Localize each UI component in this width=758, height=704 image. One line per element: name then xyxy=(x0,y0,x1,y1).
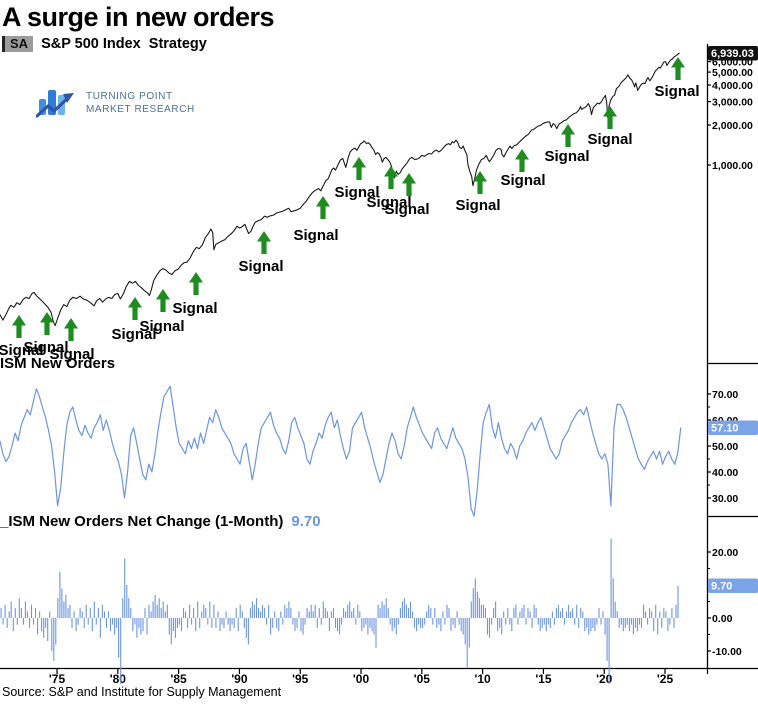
signal-label: Signal xyxy=(587,131,632,148)
y-tick-label: 3,000.00 xyxy=(712,96,753,108)
last-value-badge: 9.70 xyxy=(708,578,758,593)
x-tick-label: '75 xyxy=(49,672,66,686)
y-tick-label: -10.00 xyxy=(712,646,742,658)
signal-arrow-icon xyxy=(402,173,416,196)
y-tick-label: 5,000.00 xyxy=(712,67,753,79)
x-tick-label: '90 xyxy=(231,672,248,686)
x-tick-label: '05 xyxy=(414,672,431,686)
signal-label: Signal xyxy=(455,197,500,214)
signal-label: Signal xyxy=(500,172,545,189)
net-change-y-axis: 20.0010.000.00-10.00 xyxy=(707,547,742,658)
x-tick-label: '00 xyxy=(353,672,370,686)
y-tick-label: 1,000.00 xyxy=(712,160,753,172)
logo-line2: MARKET RESEARCH xyxy=(86,104,195,115)
x-tick-label: '85 xyxy=(171,672,188,686)
signal-arrows: SignalSignalSignalSignalSignalSignalSign… xyxy=(0,57,700,363)
last-value-badge: 57.10 xyxy=(708,420,758,435)
x-tick-label: '10 xyxy=(475,672,492,686)
signal-label: Signal xyxy=(23,339,68,356)
net-change-value: 9.70 xyxy=(291,513,321,530)
signal-label: Signal xyxy=(654,83,699,100)
y-tick-label: 40.00 xyxy=(712,467,738,479)
y-tick-label: 20.00 xyxy=(712,547,738,559)
source-note: Source: S&P and Institute for Supply Man… xyxy=(2,685,282,699)
signal-label: Signal xyxy=(49,346,94,363)
x-tick-label: '20 xyxy=(596,672,613,686)
sa-badge: SA xyxy=(2,36,34,52)
signal-label: Signal xyxy=(238,258,283,275)
last-value-text: 9.70 xyxy=(711,581,732,593)
signal-arrow-icon xyxy=(561,124,575,147)
signal-arrow-icon xyxy=(12,315,26,338)
x-tick-label: '15 xyxy=(535,672,552,686)
signal-label: Signal xyxy=(384,201,429,218)
signal-label: Signal xyxy=(293,227,338,244)
ism-line xyxy=(0,385,682,517)
y-tick-label: 30.00 xyxy=(712,493,738,505)
signal-label: Signal xyxy=(139,318,184,335)
chart-subtitle: S&P 500 Index Strategy xyxy=(41,36,207,52)
signal-label: Signal xyxy=(544,148,589,165)
signal-arrow-icon xyxy=(40,312,54,335)
signal-arrow-icon xyxy=(473,171,487,194)
net-change-panel-title: _ISM New Orders Net Change (1-Month) 9.70 xyxy=(0,513,321,530)
last-value-badge: 6,939.03 xyxy=(708,46,758,61)
signal-arrow-icon xyxy=(316,196,330,219)
x-tick-label: '25 xyxy=(657,672,674,686)
last-value-text: 6,939.03 xyxy=(711,48,754,60)
signal-arrow-icon xyxy=(515,149,529,172)
signal-label: Signal xyxy=(172,300,217,317)
logo-line1: TURNING POINT xyxy=(86,91,173,102)
signal-label: Signal xyxy=(0,342,44,359)
y-tick-label: 2,000.00 xyxy=(712,120,753,132)
x-tick-label: '95 xyxy=(292,672,309,686)
last-value-text: 57.10 xyxy=(711,423,739,435)
signal-arrow-icon xyxy=(671,57,685,80)
y-tick-label: 4,000.00 xyxy=(712,80,753,92)
signal-arrow-icon xyxy=(384,166,398,189)
x-axis: '75 '80 '85 '90 '95 '00 '05 '10 '15 '20 '25 xyxy=(49,668,709,686)
sp500-y-axis: 6,000.005,000.004,000.003,000.002,000.00… xyxy=(707,56,753,172)
page-title: A surge in new orders xyxy=(2,2,275,32)
signal-arrow-icon xyxy=(257,231,271,254)
y-tick-label: 70.00 xyxy=(712,389,738,401)
signal-arrow-icon xyxy=(352,157,366,180)
logo-text: TURNING POINT MARKET RESEARCH xyxy=(86,90,195,116)
sp500-line xyxy=(0,52,680,327)
signal-label: Signal xyxy=(366,194,411,211)
signal-label: Signal xyxy=(334,184,379,201)
x-tick-label: '80 xyxy=(110,672,127,686)
logo-bars-icon xyxy=(36,90,74,118)
signal-arrow-icon xyxy=(64,318,78,341)
y-tick-label: 50.00 xyxy=(712,441,738,453)
net-change-bars xyxy=(0,538,679,684)
ism-panel-title: ISM New Orders xyxy=(0,355,116,372)
signal-arrow-icon xyxy=(128,297,142,320)
y-tick-label: 0.00 xyxy=(712,613,733,625)
logo: TURNING POINT MARKET RESEARCH xyxy=(36,84,195,122)
signal-arrow-icon xyxy=(156,289,170,312)
subtitle-row: SA S&P 500 Index Strategy xyxy=(2,36,207,52)
signal-arrow-icon xyxy=(603,106,617,129)
axes xyxy=(0,44,758,670)
signal-label: Signal xyxy=(111,326,156,343)
signal-arrow-icon xyxy=(189,272,203,295)
net-change-title-text: _ISM New Orders Net Change (1-Month) xyxy=(0,513,284,530)
